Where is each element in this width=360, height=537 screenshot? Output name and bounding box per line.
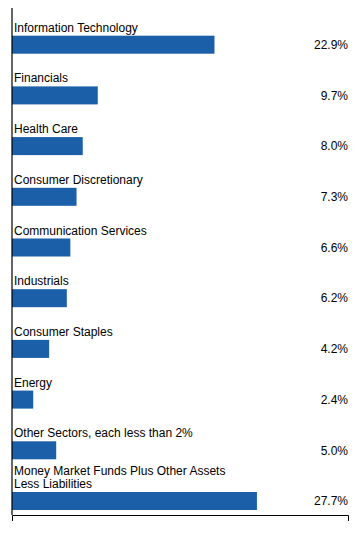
category-label-line: Energy (14, 376, 52, 390)
category-label: Consumer Discretionary (14, 173, 143, 187)
bar (12, 86, 98, 104)
data-label: 7.3% (321, 190, 349, 204)
bar (12, 441, 56, 459)
category-label: Financials (14, 71, 68, 85)
category-label-line: Consumer Discretionary (14, 173, 143, 187)
data-label: 6.6% (321, 241, 349, 255)
bar (12, 137, 83, 155)
x-axis-line (13, 516, 349, 522)
bar (12, 36, 214, 54)
y-axis-line (11, 8, 12, 515)
data-labels: 22.9% 9.7% 8.0% 7.3% 6.6% 6.2% 4.2% 2.4% 5.0% 27.… (314, 38, 348, 508)
category-label-line: Money Market Funds Plus Other Assets (14, 464, 225, 478)
bar (12, 239, 70, 257)
data-label: 4.2% (321, 342, 349, 356)
data-label: 5.0% (321, 444, 349, 458)
category-label-line: Industrials (14, 274, 69, 288)
bar (12, 289, 67, 307)
data-label: 22.9% (314, 38, 348, 52)
category-label: Energy (14, 376, 52, 390)
chart: Information Technology Financials Health C… (0, 0, 360, 537)
category-label: Consumer Staples (14, 325, 113, 339)
category-label: Health Care (14, 122, 78, 136)
category-label: Other Sectors, each less than 2% (14, 426, 193, 440)
category-label-line: Consumer Staples (14, 325, 113, 339)
data-label: 8.0% (321, 139, 349, 153)
x-axis (13, 516, 349, 522)
data-label: 2.4% (321, 393, 349, 407)
category-label-line: Less Liabilities (14, 477, 92, 491)
category-label: Money Market Funds Plus Other AssetsLess… (14, 464, 225, 491)
bar (12, 391, 33, 409)
bars (12, 36, 257, 510)
category-label-line: Health Care (14, 122, 78, 136)
category-labels: Information Technology Financials Health C… (14, 21, 225, 491)
category-label-line: Information Technology (14, 21, 138, 35)
category-label-line: Financials (14, 71, 68, 85)
bar (12, 188, 77, 206)
bar (12, 492, 257, 510)
category-label: Communication Services (14, 224, 147, 238)
category-label-line: Other Sectors, each less than 2% (14, 426, 193, 440)
category-label-line: Communication Services (14, 224, 147, 238)
data-label: 27.7% (314, 494, 348, 508)
bar (12, 340, 49, 358)
category-label: Industrials (14, 274, 69, 288)
data-label: 9.7% (321, 89, 349, 103)
data-label: 6.2% (321, 291, 349, 305)
category-label: Information Technology (14, 21, 138, 35)
